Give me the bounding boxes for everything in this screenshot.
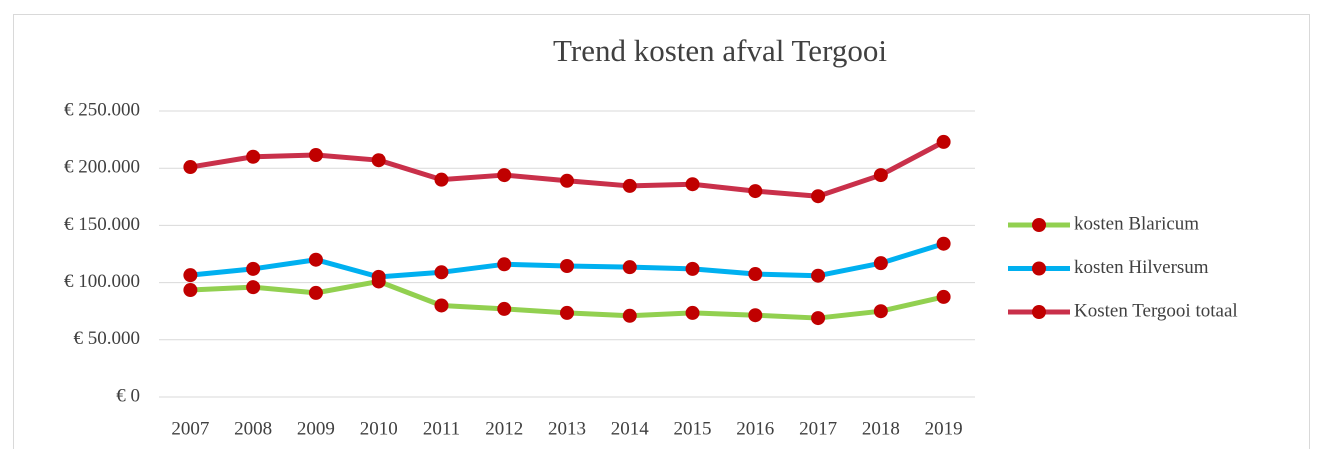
point-marker — [560, 173, 574, 188]
x-tick-label: 2008 — [234, 418, 272, 439]
y-tick-label: € 100.000 — [64, 271, 140, 292]
y-tick-label: € 50.000 — [74, 328, 141, 349]
point-marker — [434, 265, 449, 280]
point-marker — [497, 257, 512, 272]
point-marker — [434, 172, 449, 187]
point-marker — [748, 308, 763, 323]
chart-title: Trend kosten afval Tergooi — [553, 33, 887, 68]
point-marker — [497, 301, 512, 316]
point-marker — [873, 168, 888, 183]
y-tick-label: € 150.000 — [64, 214, 140, 235]
legend-marker — [1032, 218, 1046, 232]
x-tick-label: 2015 — [674, 418, 712, 439]
chart-frame — [13, 14, 1310, 449]
y-tick-label: € 250.000 — [64, 99, 140, 120]
point-marker — [183, 268, 198, 283]
point-marker — [685, 261, 700, 276]
point-marker — [308, 285, 323, 300]
point-marker — [434, 298, 449, 313]
point-marker — [371, 269, 386, 284]
x-tick-label: 2013 — [548, 418, 586, 439]
point-marker — [622, 308, 637, 323]
legend-label: kosten Blaricum — [1074, 213, 1199, 234]
point-marker — [622, 260, 637, 275]
point-marker — [308, 148, 323, 163]
point-marker — [246, 280, 261, 295]
legend-marker — [1032, 305, 1046, 319]
x-tick-label: 2014 — [611, 418, 650, 439]
legend-label: kosten Hilversum — [1074, 257, 1209, 278]
x-tick-label: 2009 — [297, 418, 335, 439]
x-tick-label: 2016 — [736, 418, 774, 439]
x-tick-label: 2012 — [485, 418, 523, 439]
point-marker — [748, 267, 763, 282]
point-marker — [936, 289, 951, 304]
point-marker — [371, 153, 386, 168]
point-marker — [497, 168, 512, 183]
legend-marker — [1032, 261, 1046, 276]
y-tick-label: € 200.000 — [64, 157, 140, 178]
point-marker — [873, 256, 888, 271]
point-marker — [811, 268, 826, 283]
legend-label: Kosten Tergooi totaal — [1074, 300, 1238, 321]
point-marker — [622, 178, 637, 193]
point-marker — [811, 311, 826, 326]
point-marker — [246, 149, 261, 164]
x-tick-label: 2017 — [799, 418, 837, 439]
x-tick-label: 2011 — [423, 418, 460, 439]
x-tick-label: 2019 — [925, 418, 963, 439]
y-tick-label: € 0 — [116, 385, 140, 406]
x-tick-label: 2018 — [862, 418, 900, 439]
point-marker — [873, 304, 888, 319]
point-marker — [560, 259, 574, 274]
point-marker — [183, 160, 198, 175]
point-marker — [183, 283, 198, 298]
point-marker — [308, 252, 323, 267]
point-marker — [560, 305, 574, 320]
point-marker — [685, 305, 700, 320]
point-marker — [936, 236, 951, 251]
x-tick-label: 2010 — [360, 418, 398, 439]
point-marker — [685, 177, 700, 192]
point-marker — [246, 261, 261, 276]
point-marker — [748, 184, 763, 199]
point-marker — [936, 134, 951, 149]
point-marker — [811, 189, 826, 204]
x-tick-label: 2007 — [171, 418, 209, 439]
